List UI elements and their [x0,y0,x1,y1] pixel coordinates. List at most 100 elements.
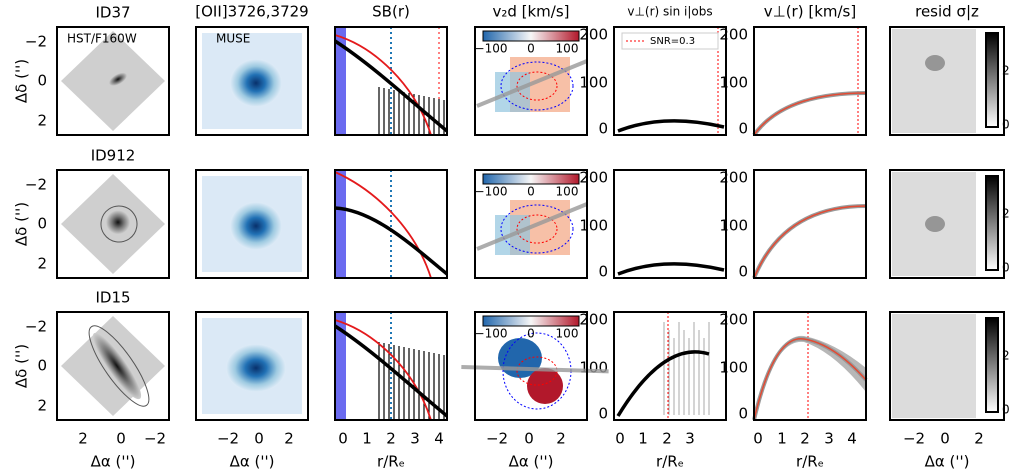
curve [334,39,449,133]
y-tick-label: 100 [579,74,608,92]
galaxy [108,72,128,86]
x-tick-label: 2 [284,430,294,448]
confidence-band [754,335,866,420]
y-tick-label: 0 [738,263,748,281]
y-tick-label: 200 [579,311,608,329]
panel-frame [474,26,588,136]
x-axis-label: Δα ('') [925,453,970,471]
x-tick-label: 0 [753,430,763,448]
x-tick-label: 2 [78,430,88,448]
x-tick-label: 2 [800,430,810,448]
y-tick-label: 100 [719,359,748,377]
aperture [100,205,138,243]
y-tick-label: 0 [738,120,748,138]
x-tick-label: 1 [362,430,372,448]
colorbar-tick-label: 2 [1002,207,1010,221]
y-tick-label: 100 [579,359,608,377]
curve [753,338,867,421]
curve [617,119,725,133]
column-title: resid σ|z [915,3,979,21]
x-tick-label: −2 [217,430,239,448]
column-title: v⊥(r) [km/s] [764,3,856,21]
panel-frame [753,169,867,279]
y-tick-label: −2 [25,176,47,194]
y-tick-label: 200 [719,169,748,187]
y-tick-label: 0 [598,405,608,423]
galaxy [230,59,282,107]
y-tick-label: 0 [37,357,47,375]
residual [925,55,945,71]
galaxy [230,202,282,250]
y-tick-label: 0 [37,215,47,233]
x-tick-label: 0 [338,430,348,448]
x-tick-label: 0 [254,430,264,448]
curve [753,205,867,279]
panel-frame [613,26,727,136]
y-axis-label: Δδ ('') [13,59,31,103]
row-label: ID912 [91,147,136,165]
colorbar-tick-label: 2 [1002,349,1010,363]
colorbar-tick-label: −100 [475,42,508,56]
y-tick-label: 0 [37,72,47,90]
kin-ellipse [516,214,558,244]
major-axis [476,202,588,251]
x-tick-label: −2 [486,430,508,448]
annotation: MUSE [216,32,250,46]
y-tick-label: −2 [25,33,47,51]
x-tick-label: −2 [144,430,166,448]
vel-patch [527,368,563,404]
column-title: v⊥(r) sin i|obs [627,5,712,19]
colorbar [985,175,999,271]
panel-frame [889,311,1005,421]
panel-frame [334,26,448,136]
column-title: SB(r) [372,3,410,21]
row-label: ID15 [95,289,130,307]
panel-frame [195,311,309,421]
y-tick-label: −2 [25,318,47,336]
curve [334,206,449,276]
colorbar-tick-label: 0 [1002,403,1010,417]
curve [616,350,710,417]
x-tick-label: 2 [556,430,566,448]
galaxy [92,332,142,400]
panel-frame [334,311,448,421]
colorbar-tick-label: 100 [556,327,579,341]
panel-frame [195,26,309,136]
curve [753,92,867,136]
colorbar [482,30,580,42]
kin-ellipse [516,71,558,101]
panel-frame [613,311,727,421]
galaxy [106,210,130,235]
x-tick-label: 3 [824,430,834,448]
x-axis-label: r/Rₑ [796,453,824,471]
aperture [88,325,150,407]
legend-box [621,32,719,50]
x-tick-label: 0 [940,430,950,448]
major-axis [476,59,588,108]
x-tick-label: 0 [116,430,126,448]
x-axis-label: Δα ('') [91,453,136,471]
image-bg [892,314,976,418]
panel-frame [56,311,170,421]
y-tick-label: 2 [37,112,47,130]
colorbar [482,173,580,185]
y-tick-label: 2 [37,255,47,273]
x-tick-label: 2 [386,430,396,448]
y-tick-label: 100 [719,74,748,92]
curve [617,262,725,276]
colorbar-tick-label: 2 [1002,64,1010,78]
x-tick-label: 0 [524,430,534,448]
panel-frame [613,169,727,279]
curve [334,171,432,279]
colorbar [482,315,580,327]
y-tick-label: 200 [579,169,608,187]
colorbar [985,32,999,128]
residual [925,216,945,232]
y-tick-label: 2 [37,397,47,415]
image-bg [892,29,976,133]
y-tick-label: 100 [719,217,748,235]
panel-frame [753,26,867,136]
colorbar-tick-label: 0 [527,185,535,199]
colorbar-tick-label: 0 [1002,118,1010,132]
